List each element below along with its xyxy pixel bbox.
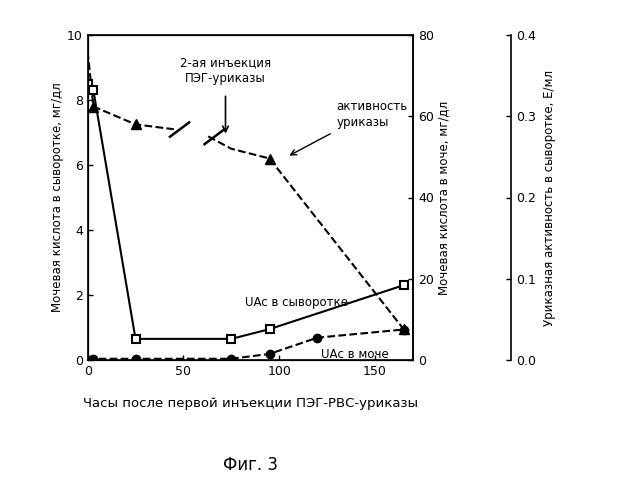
Text: 2-ая инъекция
ПЭГ-уриказы: 2-ая инъекция ПЭГ-уриказы <box>180 56 271 86</box>
Text: активность
уриказы: активность уриказы <box>337 100 408 129</box>
Text: UAс в моче: UAс в моче <box>321 348 389 361</box>
Text: Часы после первой инъекции ПЭГ-РВС-уриказы: Часы после первой инъекции ПЭГ-РВС-урика… <box>83 398 418 410</box>
Y-axis label: Мочевая кислота в сыворотке, мг/дл: Мочевая кислота в сыворотке, мг/дл <box>51 82 64 312</box>
Y-axis label: Мочевая кислота в моче, мг/дл: Мочевая кислота в моче, мг/дл <box>437 100 450 294</box>
Text: Фиг. 3: Фиг. 3 <box>223 456 278 474</box>
Text: UAc в сыворотке: UAc в сыворотке <box>245 296 347 310</box>
Y-axis label: Уриказная активность в сыворотке, Е/мл: Уриказная активность в сыворотке, Е/мл <box>543 70 556 326</box>
